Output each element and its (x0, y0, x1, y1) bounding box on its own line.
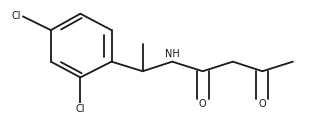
Text: O: O (199, 99, 207, 109)
Text: Cl: Cl (12, 12, 21, 21)
Text: Cl: Cl (76, 104, 85, 114)
Text: NH: NH (165, 49, 179, 59)
Text: O: O (258, 99, 266, 109)
